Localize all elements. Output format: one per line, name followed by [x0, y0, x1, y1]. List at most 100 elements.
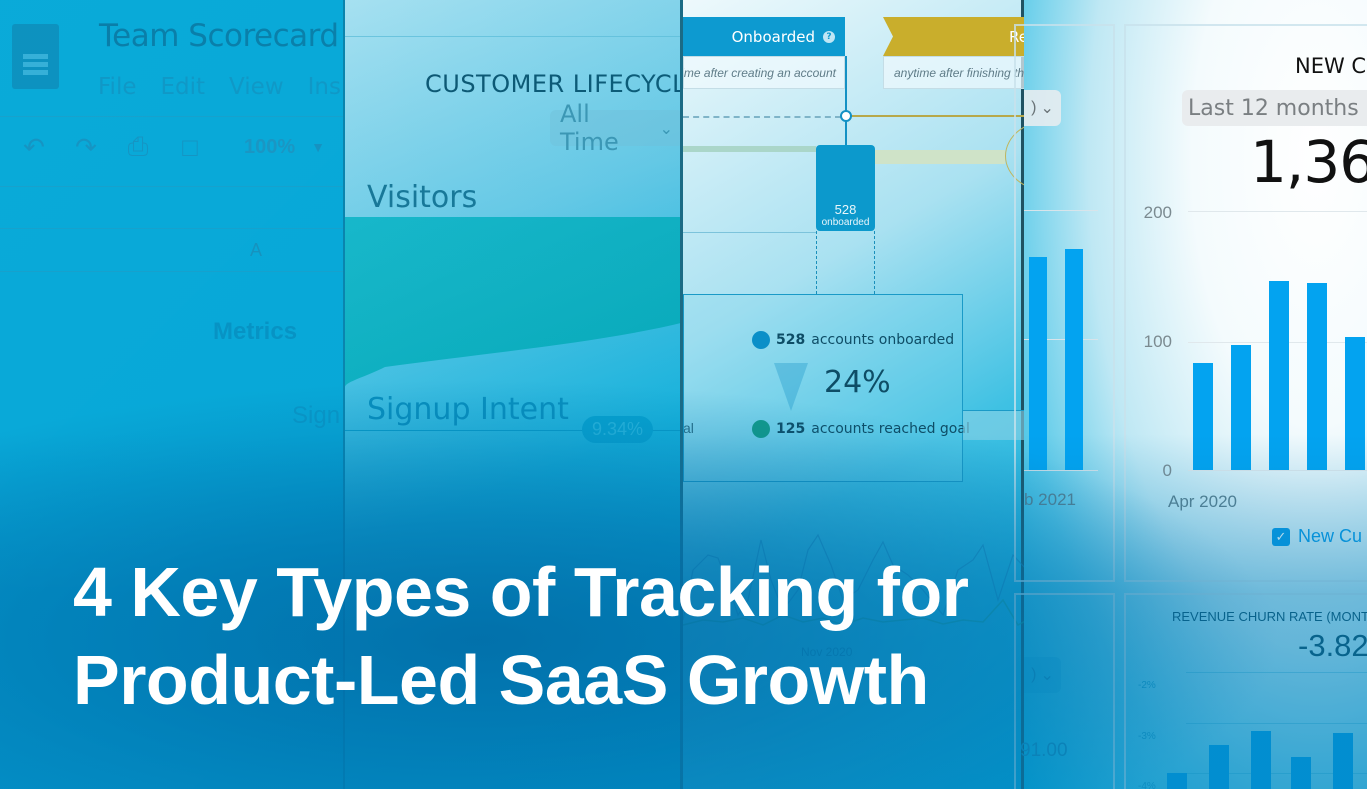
to-label: accounts reached goal: [811, 421, 970, 437]
range-select[interactable]: All Time ⌄: [550, 100, 683, 156]
stage-label: Onboarded: [731, 27, 815, 46]
bar[interactable]: [1269, 281, 1289, 470]
sheets-file-icon: [12, 24, 59, 89]
metric-value: -3.82: [1298, 628, 1367, 663]
node-label: onboarded: [821, 217, 870, 228]
blue-dot-icon: [752, 331, 770, 349]
stage-description: ime after creating an account: [683, 56, 845, 89]
stage-description: anytime after finishing th: [883, 56, 1027, 89]
bar[interactable]: [1167, 773, 1187, 789]
y-tick: -4%: [1138, 781, 1156, 789]
gridline: [1186, 672, 1367, 673]
card-title: REVENUE CHURN RATE (MONTH: [1172, 609, 1367, 624]
stage-visitors: Visitors: [367, 180, 478, 215]
card-title: NEW C: [1295, 54, 1367, 78]
headline: 4 Key Types of Tracking for Product-Led …: [73, 548, 969, 724]
help-icon[interactable]: ?: [823, 30, 835, 43]
bar[interactable]: [1029, 257, 1047, 470]
legend-item[interactable]: ✓ New Cu: [1272, 526, 1362, 547]
toolbar: ↶ ↷ ⎙ □ 100% ▼: [18, 131, 326, 162]
divider: [683, 232, 816, 233]
cell-metrics[interactable]: Metrics: [213, 318, 298, 345]
flow-band: [683, 146, 816, 152]
dashboard-panel: ) ⌄ b 2021 NEW C Last 12 months (2 1,362…: [1014, 0, 1367, 789]
range-label: ): [1031, 666, 1037, 683]
divider: [0, 116, 345, 117]
lifecycle-title: CUSTOMER LIFECYCL: [425, 70, 687, 98]
range-label: All Time: [560, 100, 619, 156]
menu-file[interactable]: File: [98, 74, 137, 100]
from-count: 528: [776, 332, 806, 348]
y-tick: 0: [1162, 461, 1172, 480]
range-label: ): [1031, 99, 1037, 116]
paint-format-icon[interactable]: □: [182, 131, 198, 162]
connector-line: [850, 115, 1030, 117]
headline-line-1: 4 Key Types of Tracking for: [73, 553, 969, 631]
checkbox-checked-icon[interactable]: ✓: [1272, 527, 1290, 546]
bar[interactable]: [1307, 283, 1327, 470]
redo-icon[interactable]: ↷: [75, 131, 97, 162]
gridline: [1186, 723, 1367, 724]
bar[interactable]: [1333, 733, 1353, 789]
bar[interactable]: [1231, 345, 1251, 470]
cell-sign[interactable]: Sign: [292, 402, 341, 429]
stage-header-onboarded[interactable]: Onboarded ?: [683, 17, 845, 56]
divider: [0, 271, 345, 272]
gridline: [1024, 470, 1098, 471]
gridline: [1024, 210, 1098, 211]
menu-bar: File Edit View Ins: [98, 74, 341, 100]
stage-header-next[interactable]: Re: [883, 17, 1027, 56]
undo-icon[interactable]: ↶: [23, 131, 45, 162]
metric-value: 1,362: [1250, 128, 1367, 196]
range-select[interactable]: ) ⌄: [1024, 657, 1061, 693]
divider: [0, 228, 345, 229]
chevron-down-icon: ⌄: [1040, 667, 1054, 684]
divider: [0, 186, 345, 187]
onboarded-node[interactable]: 528 onboarded: [816, 145, 875, 231]
x-axis-label: b 2021: [1024, 490, 1076, 509]
menu-view[interactable]: View: [229, 74, 284, 100]
funnel-band: [345, 217, 685, 387]
range-select[interactable]: ) ⌄: [1024, 90, 1061, 126]
node-count: 528: [834, 202, 857, 217]
green-dot-icon: [752, 420, 770, 438]
gridline: [1188, 211, 1367, 212]
menu-insert[interactable]: Ins: [307, 74, 341, 100]
bar[interactable]: [1291, 757, 1311, 789]
conversion-popup: 528 accounts onboarded 24% 125 accounts …: [683, 294, 970, 482]
menu-edit[interactable]: Edit: [160, 74, 206, 100]
path-node[interactable]: [840, 110, 852, 122]
y-tick: -2%: [1138, 680, 1156, 691]
print-icon[interactable]: ⎙: [127, 131, 149, 161]
y-tick: 100: [1143, 332, 1172, 351]
stage-signup-intent: Signup Intent: [367, 392, 569, 427]
flow-band: [875, 150, 1005, 164]
from-label: accounts onboarded: [811, 332, 955, 348]
metric-value: 91.00: [1020, 740, 1068, 761]
divider: [345, 36, 685, 37]
conversion-percent: 24%: [824, 365, 891, 400]
x-axis-label: Apr 2020: [1168, 492, 1237, 511]
bar[interactable]: [1345, 337, 1365, 470]
bar[interactable]: [1251, 731, 1271, 789]
to-count: 125: [776, 421, 806, 437]
gridline: [1188, 470, 1367, 471]
bar[interactable]: [1065, 249, 1083, 470]
popup-from-row: 528 accounts onboarded: [752, 331, 954, 349]
range-select[interactable]: Last 12 months (2: [1182, 90, 1367, 126]
bar[interactable]: [1209, 745, 1229, 789]
headline-line-2: Product-Led SaaS Growth: [73, 641, 929, 719]
dashed-path: [683, 116, 841, 118]
bar[interactable]: [1193, 363, 1213, 470]
dotted-connector: [816, 231, 875, 294]
conversion-badge: 9.34%: [582, 416, 654, 443]
connector-line: [845, 56, 847, 146]
popup-to-row: 125 accounts reached goal: [752, 420, 970, 438]
column-header-a[interactable]: A: [250, 240, 263, 260]
chevron-down-icon[interactable]: ▼: [311, 139, 326, 155]
chevron-down-icon: ⌄: [659, 118, 673, 138]
zoom-select[interactable]: 100%: [244, 135, 296, 158]
y-tick: 200: [1143, 203, 1172, 222]
down-arrow-icon: [774, 363, 808, 411]
